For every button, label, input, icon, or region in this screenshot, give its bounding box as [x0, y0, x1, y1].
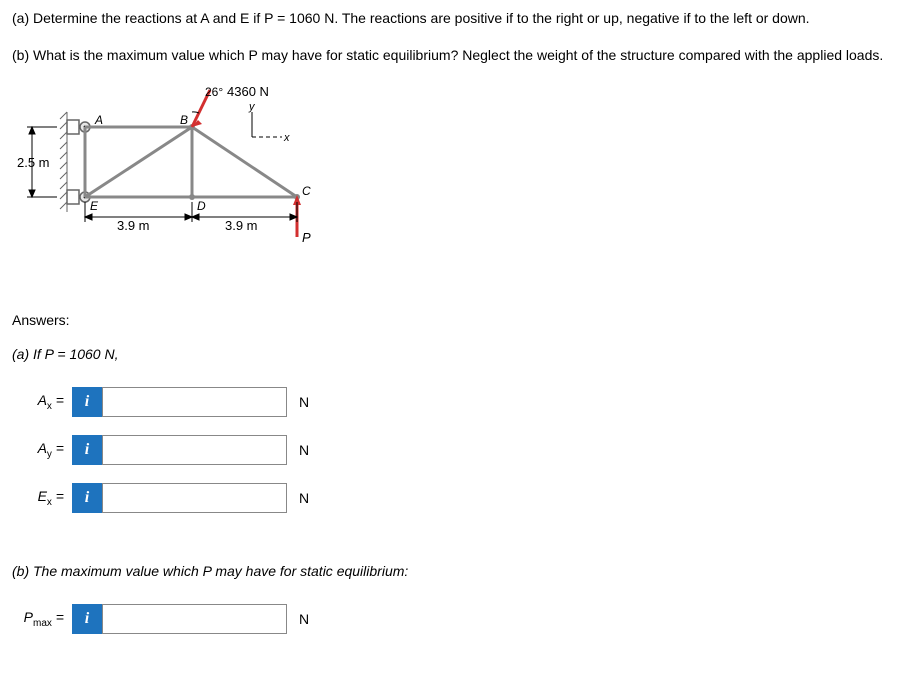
svg-text:x: x	[283, 132, 290, 144]
unit-label: N	[299, 490, 309, 506]
svg-text:C: C	[302, 184, 311, 198]
truss-diagram: A B C D E 26° 4360 N 2.5 m 3.9 m 3.9 m y…	[12, 82, 312, 282]
ay-input[interactable]	[102, 435, 287, 465]
problem-part-a: (a) Determine the reactions at A and E i…	[12, 8, 885, 29]
info-icon[interactable]: i	[72, 435, 102, 465]
pmax-label: Pmax =	[12, 609, 72, 629]
svg-text:y: y	[248, 101, 256, 113]
ex-row: Ex = i N	[12, 483, 885, 513]
info-icon[interactable]: i	[72, 483, 102, 513]
ex-label: Ex =	[12, 488, 72, 508]
unit-label: N	[299, 611, 309, 627]
part-b-answer-label: (b) The maximum value which P may have f…	[12, 563, 885, 579]
part-a-answer-label: (a) If P = 1060 N,	[12, 346, 885, 362]
answers-header: Answers:	[12, 312, 885, 328]
ax-input[interactable]	[102, 387, 287, 417]
ax-label: Ax =	[12, 392, 72, 412]
svg-text:B: B	[180, 113, 188, 127]
pmax-row: Pmax = i N	[12, 604, 885, 634]
svg-text:26°: 26°	[205, 85, 223, 99]
svg-text:E: E	[90, 199, 99, 213]
svg-text:D: D	[197, 199, 206, 213]
info-icon[interactable]: i	[72, 604, 102, 634]
svg-text:2.5 m: 2.5 m	[17, 155, 50, 170]
pmax-input[interactable]	[102, 604, 287, 634]
unit-label: N	[299, 442, 309, 458]
unit-label: N	[299, 394, 309, 410]
ax-row: Ax = i N	[12, 387, 885, 417]
svg-text:4360 N: 4360 N	[227, 84, 269, 99]
diagram-svg: A B C D E 26° 4360 N 2.5 m 3.9 m 3.9 m y…	[12, 82, 312, 282]
svg-text:P: P	[302, 230, 311, 245]
ay-label: Ay =	[12, 440, 72, 460]
svg-text:A: A	[94, 113, 103, 127]
problem-part-b: (b) What is the maximum value which P ma…	[12, 45, 885, 66]
info-icon[interactable]: i	[72, 387, 102, 417]
svg-text:3.9 m: 3.9 m	[225, 218, 258, 233]
svg-text:3.9 m: 3.9 m	[117, 218, 150, 233]
ex-input[interactable]	[102, 483, 287, 513]
ay-row: Ay = i N	[12, 435, 885, 465]
